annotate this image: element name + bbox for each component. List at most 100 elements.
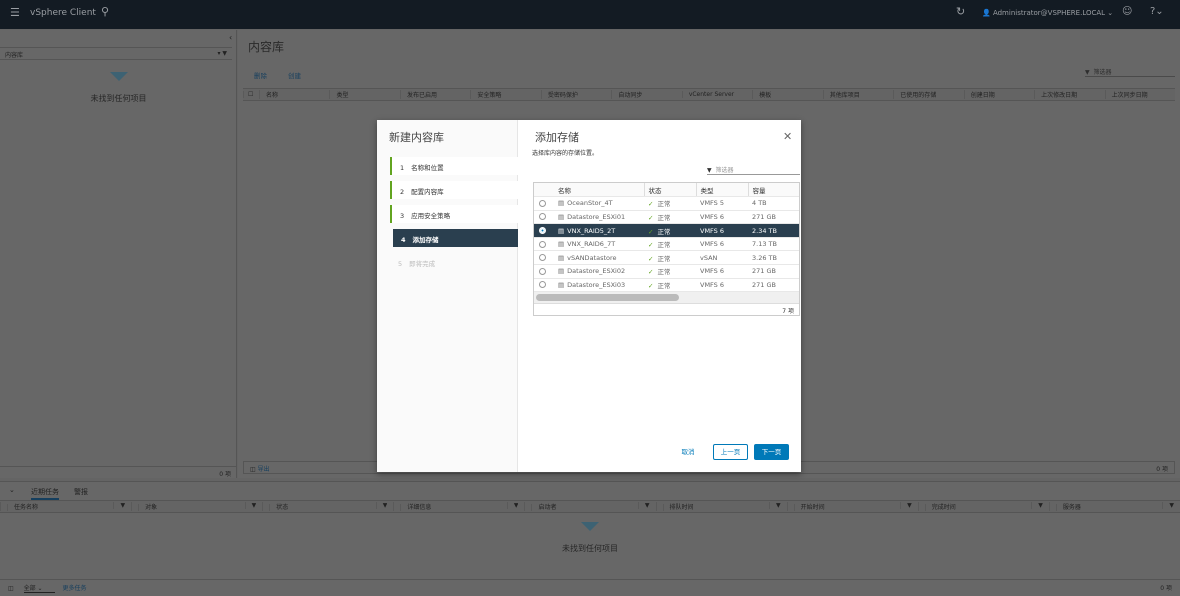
filter-icon[interactable]: ▼ <box>637 502 650 509</box>
radio-button[interactable] <box>539 254 546 262</box>
filter-icon[interactable]: ▼ <box>769 502 781 509</box>
export-link[interactable]: 导出 <box>257 466 270 473</box>
column-header[interactable]: 状态 ▼ <box>262 502 393 511</box>
check-icon: ✓ <box>648 241 654 250</box>
filter-icon[interactable]: ▼ <box>1162 502 1174 509</box>
radio-button[interactable] <box>539 227 546 235</box>
type-cell: VMFS 6 <box>696 264 748 279</box>
row-select[interactable] <box>534 196 554 211</box>
row-select[interactable] <box>534 278 554 293</box>
filter-input[interactable]: ▼ 筛选器 <box>707 165 800 175</box>
column-header[interactable]: 受密码保护 <box>540 90 611 99</box>
col-type[interactable]: 类型 <box>695 183 748 198</box>
cancel-button[interactable]: 取消 <box>681 448 695 456</box>
scrollbar-thumb[interactable] <box>536 294 679 302</box>
column-header[interactable]: 其他库项目 <box>822 90 893 99</box>
datastore-row[interactable]: ▤ VNX_RAID5_2T ✓ 正常 VMFS 6 2.34 TB <box>534 223 799 238</box>
datastore-row[interactable]: ▤ Datastore_ESXi03 ✓ 正常 VMFS 6 271 GB <box>534 278 799 293</box>
column-header[interactable]: 开始时间 ▼ <box>786 502 918 511</box>
column-header[interactable]: 安全策略 <box>470 90 540 99</box>
columns-icon[interactable]: ◫ <box>8 585 14 592</box>
datastore-row[interactable]: ▤ vSANDatastore ✓ 正常 vSAN 3.26 TB <box>534 250 799 266</box>
new-library-dialog: 新建内容库 1 名称和位置 2 配置内容库 3 应用安全策略 4 添加存储 5 即将完成 添加存储… <box>377 120 801 472</box>
column-header[interactable]: 详细信息 ▼ <box>393 502 524 511</box>
filter-icon[interactable]: ▼ <box>113 502 125 509</box>
more-tasks-link[interactable]: 更多任务 <box>62 585 87 592</box>
filter-icon[interactable]: ▼ <box>244 502 256 509</box>
row-select[interactable] <box>534 210 554 225</box>
name-cell: ▤ Datastore_ESXi02 <box>554 264 644 279</box>
col-status[interactable]: 状态 <box>643 183 696 198</box>
horizontal-scrollbar[interactable] <box>534 292 799 304</box>
wizard-step[interactable]: 4 添加存储 <box>393 229 518 247</box>
column-header[interactable]: 名称 <box>259 90 329 99</box>
status-text: 正常 <box>657 227 671 236</box>
capacity-cell: 3.26 TB <box>748 250 799 266</box>
create-button[interactable]: 创建 <box>288 72 301 80</box>
close-icon[interactable]: ✕ <box>783 130 793 143</box>
next-button[interactable]: 下一页 <box>754 444 789 460</box>
column-header[interactable]: 类型 <box>329 90 399 99</box>
row-select[interactable] <box>534 237 554 252</box>
tab-alarms[interactable]: 警报 <box>74 488 88 496</box>
column-header[interactable]: 已使用的存储 <box>893 90 963 99</box>
column-header[interactable]: 启动者 ▼ <box>524 502 655 511</box>
back-button[interactable]: 上一页 <box>713 444 748 460</box>
filter-icon[interactable]: ▾ ▼ <box>217 50 227 57</box>
row-select[interactable] <box>534 223 554 238</box>
wizard-step[interactable]: 3 应用安全策略 <box>390 205 518 223</box>
col-capacity[interactable]: 容量 <box>747 183 799 198</box>
filter-icon[interactable]: ▼ <box>506 502 518 509</box>
column-header[interactable]: 创建日期 <box>963 90 1034 99</box>
collapse-chevron-icon[interactable]: ⌄ <box>9 486 15 494</box>
row-select[interactable] <box>534 264 554 279</box>
funnel-icon <box>581 522 599 531</box>
row-select[interactable] <box>534 250 554 266</box>
radio-button[interactable] <box>539 199 546 207</box>
wizard-step[interactable]: 1 名称和位置 <box>390 157 518 175</box>
filter-icon[interactable]: ▼ <box>375 502 387 509</box>
column-header[interactable]: 服务器 ▼ <box>1048 502 1180 511</box>
refresh-icon[interactable]: ↻ <box>956 5 966 18</box>
menu-icon[interactable]: ☰ <box>10 6 20 19</box>
status-cell: ✓ 正常 <box>644 264 696 279</box>
radio-button[interactable] <box>539 213 546 221</box>
datastore-row[interactable]: ▤ Datastore_ESXi02 ✓ 正常 VMFS 6 271 GB <box>534 264 799 279</box>
columns-icon[interactable]: ◫ <box>250 466 256 473</box>
radio-button[interactable] <box>539 267 546 275</box>
status-text: 正常 <box>657 268 671 277</box>
search-icon[interactable]: ⚲ <box>101 5 110 18</box>
wizard-step[interactable]: 2 配置内容库 <box>390 181 518 199</box>
user-menu[interactable]: 👤 Administrator@VSPHERE.LOCAL ⌄ <box>982 9 1114 17</box>
column-header[interactable]: 任务名称 ▼ <box>0 502 131 511</box>
select-all-checkbox[interactable]: ☐ <box>243 91 259 98</box>
column-header[interactable]: 发布已启用 <box>399 90 470 99</box>
column-header[interactable]: 完成时间 ▼ <box>917 502 1049 511</box>
filter-icon[interactable]: ▼ <box>900 502 912 509</box>
filter-select[interactable]: 全部 ⌄ <box>23 585 55 593</box>
column-header[interactable]: vCenter Server <box>681 91 752 98</box>
filter-icon[interactable]: ▼ <box>1031 502 1043 509</box>
column-header[interactable]: 模板 <box>752 90 822 99</box>
datastore-row[interactable]: ▤ Datastore_ESXi01 ✓ 正常 VMFS 6 271 GB <box>534 210 799 225</box>
datastore-row[interactable]: ▤ VNX_RAID6_7T ✓ 正常 VMFS 6 7.13 TB <box>534 237 799 252</box>
library-dropdown[interactable]: 内容库 ▾ ▼ <box>0 47 232 60</box>
filter-input[interactable]: ▼ 筛选器 <box>1085 67 1175 77</box>
column-header[interactable]: 上次同步日期 <box>1104 90 1175 99</box>
empty-state: 未找到任何项目 <box>440 522 740 554</box>
column-header[interactable]: 自动同步 <box>611 90 681 99</box>
delete-button[interactable]: 删除 <box>254 72 267 80</box>
tab-recent-tasks[interactable]: 近期任务 <box>31 487 59 500</box>
name-cell: ▤ OceanStor_4T <box>554 196 644 211</box>
column-header[interactable]: 上次修改日期 <box>1034 90 1104 99</box>
radio-button[interactable] <box>539 240 546 248</box>
help-icon[interactable]: ?⌄ <box>1150 6 1164 17</box>
name-cell: ▤ Datastore_ESXi03 <box>554 278 644 293</box>
col-name[interactable]: 名称 <box>554 183 644 198</box>
column-header[interactable]: 排队时间 ▼ <box>655 502 787 511</box>
collapse-icon[interactable]: ‹ <box>229 33 233 42</box>
radio-button[interactable] <box>539 281 546 289</box>
column-header[interactable]: 对象 ▼ <box>131 502 262 511</box>
feedback-icon[interactable]: ☺ <box>1122 6 1133 17</box>
